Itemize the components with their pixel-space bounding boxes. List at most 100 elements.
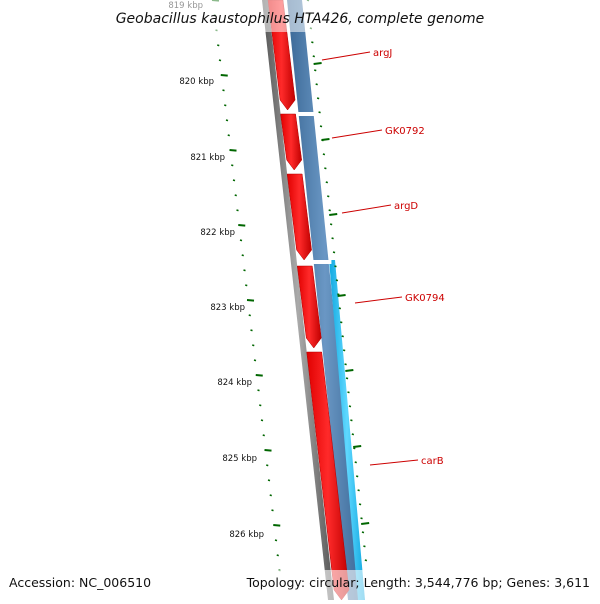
ruler-minor-tick <box>252 344 255 347</box>
backbone-line <box>262 0 334 600</box>
ruler-minor-tick-outer <box>319 125 323 128</box>
ruler-minor-tick-outer <box>357 489 360 492</box>
ruler-minor-tick-outer <box>334 265 337 268</box>
forward-strand-gap <box>311 260 332 264</box>
ruler-major-tick <box>264 449 272 452</box>
sequence-backbone <box>262 0 334 600</box>
ruler-minor-tick <box>224 104 227 107</box>
gene-label-argj[interactable]: argJ <box>373 48 392 59</box>
ruler-minor-tick-outer <box>332 251 336 254</box>
ruler-minor-tick-outer <box>345 377 349 380</box>
ruler-major-tick-outer <box>353 445 362 448</box>
gene-label-argd[interactable]: argD <box>394 201 418 212</box>
kbp-label: 824 kbp <box>217 378 252 388</box>
ruler-minor-tick-outer <box>337 293 340 296</box>
kbp-label: 826 kbp <box>229 530 264 540</box>
gene-label-leader <box>321 51 371 61</box>
ruler-minor-tick <box>248 314 251 317</box>
kbp-label: 822 kbp <box>200 228 235 238</box>
ruler-minor-tick <box>227 134 230 137</box>
ruler-minor-tick-outer <box>348 405 352 408</box>
gene-label-leader <box>354 296 403 304</box>
ruler-minor-tick <box>234 194 237 197</box>
reverse-feature-arrow <box>296 265 322 349</box>
ruler-minor-tick-outer <box>311 41 314 44</box>
reverse-feature-arrow <box>286 173 312 261</box>
ruler-minor-tick <box>269 494 272 497</box>
ruler-minor-tick-outer <box>325 181 329 184</box>
ruler-major-tick <box>238 224 246 227</box>
ruler-minor-tick <box>253 359 257 362</box>
ruler-minor-tick <box>241 254 244 257</box>
title-backdrop <box>0 0 600 32</box>
ruler-minor-tick <box>236 209 239 212</box>
ruler-minor-tick-outer <box>354 461 357 464</box>
ruler-major-tick-outer <box>361 522 370 525</box>
kbp-label: 821 kbp <box>190 153 225 163</box>
reverse-strand-track <box>267 0 350 600</box>
footer-backdrop <box>0 570 600 600</box>
ruler-major-tick <box>220 74 228 77</box>
ruler-minor-tick-outer <box>318 111 321 114</box>
reverse-feature-arrow <box>280 113 302 171</box>
ruler-minor-tick-outer <box>358 503 362 506</box>
ruler-minor-tick <box>257 389 260 392</box>
ruler-minor-tick <box>218 59 222 62</box>
ruler-minor-tick <box>262 434 265 437</box>
gene-label-gk0792[interactable]: GK0792 <box>385 126 425 137</box>
ruler-minor-tick-outer <box>364 559 368 562</box>
ruler-minor-tick-outer <box>355 475 359 478</box>
gene-label-carb[interactable]: carB <box>421 456 444 467</box>
ruler-major-tick <box>273 524 281 527</box>
ruler-minor-tick-outer <box>351 433 355 436</box>
ruler-major-tick-outer <box>321 138 330 141</box>
ruler-minor-tick-outer <box>340 321 343 324</box>
ruler-minor-tick-outer <box>314 69 317 72</box>
ruler-minor-tick-outer <box>338 307 342 310</box>
ruler-major-tick-outer <box>329 213 338 216</box>
kbp-label: 823 kbp <box>210 303 245 313</box>
ruler-major-tick <box>255 374 263 377</box>
ruler-minor-tick <box>232 179 236 182</box>
ruler-major-tick <box>246 299 255 302</box>
topology-text: Topology: circular; Length: 3,544,776 bp… <box>246 575 590 590</box>
ruler-minor-tick <box>266 464 269 467</box>
forward-strand-band <box>287 0 363 600</box>
ruler-minor-tick <box>260 419 264 422</box>
ruler-minor-tick-outer <box>331 237 334 240</box>
gene-label-leader <box>331 129 383 139</box>
ruler-minor-tick-outer <box>341 335 344 338</box>
ruler-minor-tick <box>225 119 229 122</box>
kbp-label: 820 kbp <box>179 77 214 87</box>
ruler-major-tick-outer <box>345 369 354 372</box>
ruler-major-tick <box>229 149 237 152</box>
ruler-minor-tick-outer <box>329 223 333 226</box>
ruler-minor-tick-outer <box>327 195 330 198</box>
ruler-minor-tick-outer <box>322 153 326 156</box>
ruler-minor-tick <box>259 404 262 407</box>
ruler-minor-tick <box>271 509 274 512</box>
ruler-minor-tick <box>217 44 220 47</box>
ruler-minor-tick-outer <box>347 391 350 394</box>
ruler-minor-tick-outer <box>335 279 339 282</box>
gene-label-gk0794[interactable]: GK0794 <box>405 293 445 304</box>
ruler-minor-tick-outer <box>361 531 365 534</box>
ruler-minor-tick-outer <box>328 209 331 212</box>
ruler-minor-tick <box>231 164 234 167</box>
ruler-major-tick-outer <box>337 294 346 297</box>
map-title: Geobacillus kaustophilus HTA426, complet… <box>116 11 485 27</box>
ruler-minor-tick-outer <box>350 419 353 422</box>
ruler-minor-tick <box>222 89 225 92</box>
ruler-minor-tick <box>274 539 278 542</box>
forward-strand-highlight <box>329 260 365 600</box>
ruler-minor-tick-outer <box>312 55 316 58</box>
ruler-major-tick-outer <box>313 62 322 65</box>
ruler-minor-tick-outer <box>316 97 320 100</box>
ruler-minor-tick <box>245 284 248 287</box>
accession-text: Accession: NC_006510 <box>9 575 151 590</box>
ruler-minor-tick <box>276 554 279 557</box>
ruler-minor-tick <box>250 329 253 332</box>
gene-labels: argJ GK0792 argD GK0794 carB <box>321 48 445 467</box>
